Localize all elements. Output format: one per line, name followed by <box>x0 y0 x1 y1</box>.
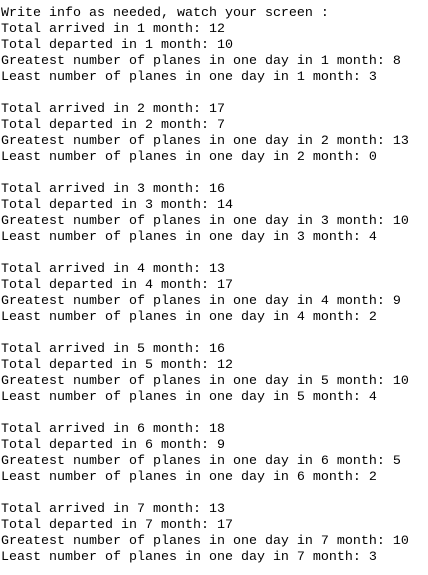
output-line: Least number of planes in one day in 7 m… <box>1 550 377 565</box>
output-line: Greatest number of planes in one day in … <box>1 374 409 389</box>
output-line: Least number of planes in one day in 3 m… <box>1 230 377 245</box>
month-block: Total arrived in 1 month: 12 Total depart… <box>1 22 428 86</box>
output-line: Greatest number of planes in one day in … <box>1 214 409 229</box>
output-line: Greatest number of planes in one day in … <box>1 534 409 549</box>
output-line: Total arrived in 7 month: 13 <box>1 502 225 517</box>
month-block: Total arrived in 4 month: 13 Total depart… <box>1 262 428 326</box>
output-line: Least number of planes in one day in 5 m… <box>1 390 377 405</box>
month-block: Total arrived in 5 month: 16 Total depart… <box>1 342 428 406</box>
output-line: Least number of planes in one day in 4 m… <box>1 310 377 325</box>
console-output: Total arrived in 1 month: 12 Total depart… <box>1 22 428 566</box>
output-line: Greatest number of planes in one day in … <box>1 54 401 69</box>
output-line: Total arrived in 5 month: 16 <box>1 342 225 357</box>
console-header: Write info as needed, watch your screen … <box>1 6 329 21</box>
output-line: Total departed in 5 month: 12 <box>1 358 233 373</box>
output-line: Total arrived in 3 month: 16 <box>1 182 225 197</box>
output-line: Total departed in 2 month: 7 <box>1 118 225 133</box>
output-line: Total arrived in 6 month: 18 <box>1 422 225 437</box>
output-line: Greatest number of planes in one day in … <box>1 454 401 469</box>
output-line: Total departed in 6 month: 9 <box>1 438 225 453</box>
output-line: Least number of planes in one day in 6 m… <box>1 470 377 485</box>
month-block: Total arrived in 3 month: 16 Total depart… <box>1 182 428 246</box>
month-block: Total arrived in 6 month: 18 Total depart… <box>1 422 428 486</box>
output-line: Least number of planes in one day in 1 m… <box>1 70 377 85</box>
output-line: Greatest number of planes in one day in … <box>1 294 401 309</box>
output-line: Total arrived in 1 month: 12 <box>1 22 225 37</box>
output-line: Total departed in 1 month: 10 <box>1 38 233 53</box>
month-block: Total arrived in 2 month: 17 Total depart… <box>1 102 428 166</box>
output-line: Total departed in 3 month: 14 <box>1 198 233 213</box>
output-line: Total arrived in 4 month: 13 <box>1 262 225 277</box>
output-line: Total departed in 4 month: 17 <box>1 278 233 293</box>
month-block: Total arrived in 7 month: 13 Total depart… <box>1 502 428 566</box>
output-line: Greatest number of planes in one day in … <box>1 134 409 149</box>
output-line: Total arrived in 2 month: 17 <box>1 102 225 117</box>
output-line: Total departed in 7 month: 17 <box>1 518 233 533</box>
output-line: Least number of planes in one day in 2 m… <box>1 150 377 165</box>
